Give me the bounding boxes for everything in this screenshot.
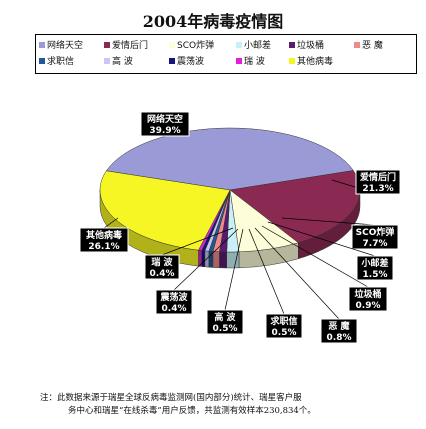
leader-line <box>261 225 369 288</box>
legend-item: 爱情后门 <box>104 39 148 53</box>
slice-label-value: 0.5% <box>213 324 238 334</box>
slice-label-name: 其他病毒 <box>86 229 122 241</box>
legend-swatch <box>169 57 175 64</box>
leader-line <box>248 228 285 315</box>
pie-slice <box>99 170 231 251</box>
slice-label-name: 小邮差 <box>360 257 388 269</box>
slice-label-box <box>348 286 388 312</box>
slice-label-name: 震荡波 <box>159 291 188 303</box>
legend-swatch <box>104 57 110 64</box>
slice-label-name: 求职信 <box>270 315 297 327</box>
legend-swatch <box>289 41 295 48</box>
legend-label: 瑞 波 <box>244 57 265 67</box>
legend-item: 恶 魔 <box>354 39 383 53</box>
slice-label-box <box>79 227 129 253</box>
slice-label-value: 26.1% <box>88 242 119 252</box>
slice-label-box <box>355 169 401 195</box>
slice-label-value: 0.4% <box>150 269 175 279</box>
leader-line <box>173 228 239 291</box>
slice-label-value: 1.5% <box>363 270 388 280</box>
pie-slice-side <box>212 251 220 269</box>
legend-item: SCO炸弹 <box>169 39 214 53</box>
legend-swatch <box>169 41 175 48</box>
leader-line <box>254 227 340 320</box>
leader-line <box>281 217 376 226</box>
slice-label-box <box>351 224 399 250</box>
legend-item: 高 波 <box>104 55 133 69</box>
legend-label: 其他病毒 <box>297 57 334 67</box>
legend-item: 小邮差 <box>236 39 271 53</box>
slice-label-box <box>140 111 190 137</box>
legend: 网络天空 爱情后门 SCO炸弹 小邮差 垃圾桶 恶 魔求职信 高 波 震荡波 瑞 波 其他病毒 <box>35 34 417 74</box>
legend-label: SCO炸弹 <box>177 41 215 51</box>
legend-swatch <box>236 57 242 64</box>
leader-line <box>161 227 234 256</box>
legend-label: 网络天空 <box>47 41 84 51</box>
slice-label-value: 0.8% <box>327 333 352 343</box>
legend-item: 瑞 波 <box>236 55 265 69</box>
slice-label-value: 7.7% <box>363 239 388 249</box>
slice-label-box <box>265 313 303 339</box>
slice-label-name: 垃圾桶 <box>354 288 381 300</box>
slice-label-name: 高 波 <box>214 311 236 323</box>
legend-label: 震荡波 <box>177 57 205 67</box>
pie-slice <box>105 127 354 191</box>
legend-label: 恶 魔 <box>362 41 383 51</box>
slice-label-value: 0.9% <box>356 301 381 311</box>
legend-label: 小邮差 <box>244 41 272 51</box>
leader-line <box>224 228 244 311</box>
leader-line <box>103 217 119 229</box>
slice-label-name: 爱情后门 <box>360 171 396 183</box>
footnote: 注：此数据来源于瑞星全球反病毒监测网(国内部分)统计、瑞星客户服 务中心和瑞星“… <box>40 392 422 418</box>
slice-label-value: 0.5% <box>272 328 297 338</box>
legend-label: 求职信 <box>47 57 75 67</box>
legend-label: 垃圾桶 <box>297 41 325 51</box>
legend-item: 其他病毒 <box>289 55 333 69</box>
legend-swatch <box>39 57 45 64</box>
legend-item: 网络天空 <box>39 39 83 53</box>
footnote-line-1: 注：此数据来源于瑞星全球反病毒监测网(国内部分)统计、瑞星客户服 <box>40 393 302 403</box>
legend-label: 高 波 <box>112 57 133 67</box>
legend-swatch <box>39 41 45 48</box>
slice-label-value: 39.9% <box>149 126 180 136</box>
leader-line <box>267 221 376 257</box>
legend-swatch <box>354 41 360 48</box>
slice-label-box <box>356 255 394 281</box>
slice-label-box <box>144 254 180 280</box>
legend-swatch <box>289 57 295 64</box>
chart-title: 2004年病毒疫情图 <box>142 12 284 31</box>
slice-label-name: 恶 魔 <box>328 320 349 332</box>
legend-item: 求职信 <box>39 55 74 69</box>
legend-item: 垃圾桶 <box>289 39 324 53</box>
slice-label-box <box>155 289 193 315</box>
pie-slice-side <box>201 250 206 268</box>
slice-label-value: 21.3% <box>362 184 393 194</box>
slice-label-name: 瑞 波 <box>151 256 173 268</box>
legend-label: 爱情后门 <box>112 41 149 51</box>
legend-item: 震荡波 <box>169 55 204 69</box>
slice-label-box <box>206 309 244 335</box>
legend-swatch <box>104 41 110 48</box>
slice-label-name: 网络天空 <box>147 113 183 125</box>
legend-swatch <box>236 41 242 48</box>
slice-label-value: 0.4% <box>162 304 187 314</box>
footnote-line-2: 务中心和瑞星“在线杀毒”用户反馈，共监测有效样本230,834个。 <box>68 406 316 416</box>
slice-label-box <box>320 318 358 344</box>
slice-label-name: SCO炸弹 <box>356 226 395 238</box>
pie-slice-side <box>219 251 227 269</box>
